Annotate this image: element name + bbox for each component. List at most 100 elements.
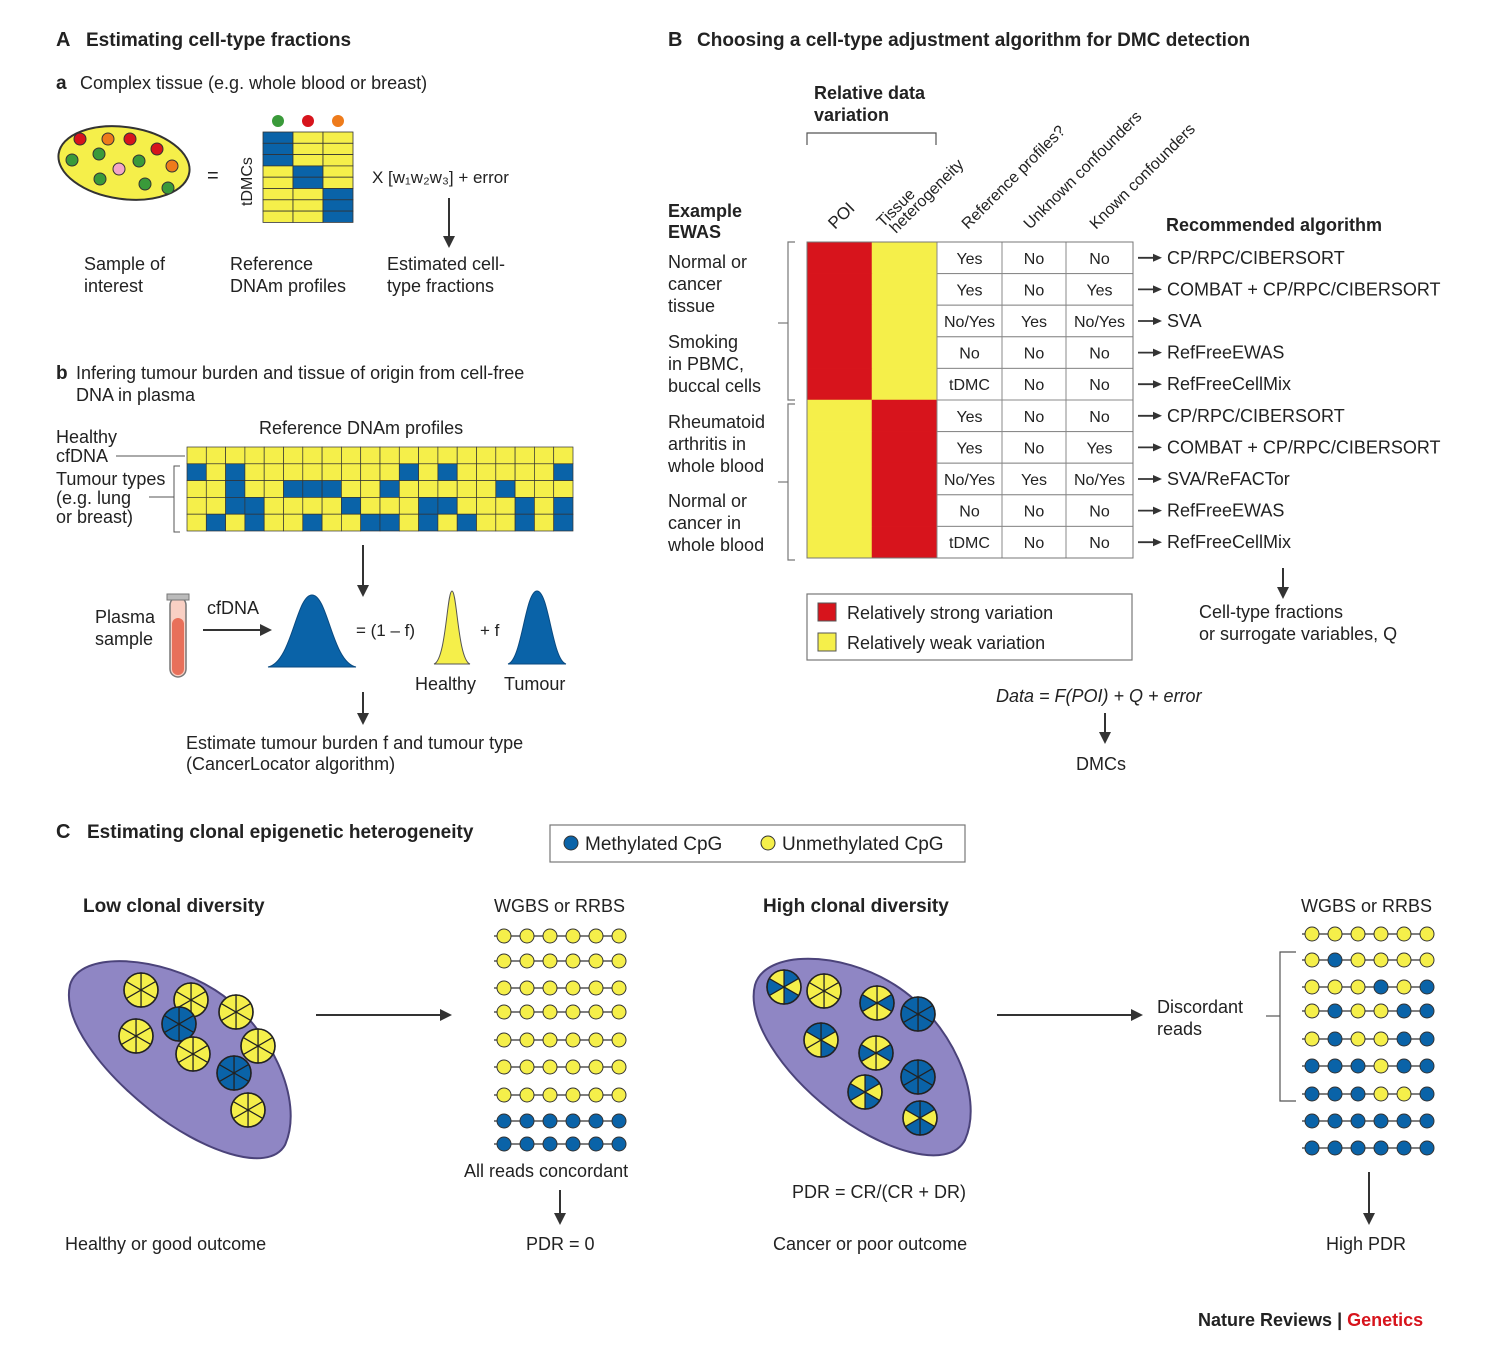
table-cell [936, 367, 1003, 401]
cell-outline [123, 972, 159, 1008]
arrow-right-icon [1131, 1009, 1143, 1021]
grid-cell [379, 513, 400, 532]
cancer-outcome-label: Cancer or poor outcome [773, 1234, 967, 1254]
mixture-distribution-curve [267, 594, 357, 668]
arrow-right-icon [1153, 538, 1162, 547]
recommended-algorithm: RefFreeEWAS [1167, 343, 1284, 363]
tissue-variation-cell [871, 304, 938, 338]
methylated-cpg [565, 1113, 581, 1129]
subpanel-a-title: Complex tissue (e.g. whole blood or brea… [80, 73, 427, 93]
methylated-cpg [1396, 1058, 1412, 1074]
tumour-types-label-1: Tumour types [56, 469, 165, 489]
unmethylated-cpg [519, 1087, 535, 1103]
cell-outline [218, 994, 254, 1030]
sequencing-read [494, 1087, 627, 1103]
table-cell [1001, 273, 1067, 306]
grid-cell [418, 480, 439, 498]
unmethylated-cpg [1304, 1031, 1320, 1047]
poi-variation-cell [806, 526, 873, 559]
panel-b: B Choosing a cell-type adjustment algori… [667, 29, 1441, 774]
methylated-cpg [1327, 952, 1343, 968]
clonal-cell [175, 1036, 211, 1072]
legend-weak-variation: Relatively weak variation [847, 633, 1045, 653]
recommended-algorithm: COMBAT + CP/RPC/CIBERSORT [1167, 279, 1441, 299]
discordant-reads-label-1: Discordant [1157, 997, 1243, 1017]
unmethylated-cpg [611, 1032, 627, 1048]
table-cell-value: No [1024, 535, 1045, 552]
grid-cell [341, 446, 362, 465]
legend-methylated: Methylated CpG [585, 834, 722, 855]
methylated-cpg [1373, 979, 1389, 995]
cell-outline [858, 1035, 894, 1071]
tissue-variation-cell [871, 494, 938, 527]
clonal-cell [161, 1006, 197, 1042]
unmethylated-cpg [1304, 926, 1320, 942]
poi-variation-cell [806, 368, 873, 401]
unmethylated-cpg [565, 1087, 581, 1103]
grid-cell [418, 513, 439, 532]
arrow-down-icon [1277, 587, 1289, 599]
grid-cell [205, 480, 226, 498]
cell-outline [902, 1100, 938, 1136]
unmethylated-cpg [496, 953, 512, 969]
table-cell [1001, 336, 1067, 369]
variation-legend: Relatively strong variation Relatively w… [806, 593, 1133, 661]
recommended-algorithm-header: Recommended algorithm [1166, 215, 1382, 235]
pdr-zero-label: PDR = 0 [526, 1234, 595, 1254]
poi-variation-cell [806, 336, 873, 369]
grid-cell [437, 463, 458, 481]
grid-cell [292, 199, 324, 212]
panel-c-letter: C [56, 821, 70, 843]
reads-low-diversity [494, 928, 627, 1152]
poi-variation-cell [806, 462, 873, 496]
tumour-curve-label: Tumour [504, 674, 565, 694]
arrow-right-icon [260, 624, 272, 636]
grid-cell [262, 199, 294, 212]
tissue-variation-cell [871, 241, 938, 274]
grid-cell [302, 446, 323, 465]
table-cell-value: No [1089, 251, 1110, 268]
recommended-algorithm: COMBAT + CP/RPC/CIBERSORT [1167, 437, 1441, 457]
table-cell-value: No/Yes [1074, 472, 1125, 489]
tissue-variation-cell [871, 273, 938, 306]
grid-cell [244, 463, 265, 481]
table-cell [1065, 336, 1134, 369]
subpanel-b-letter: b [56, 363, 68, 384]
methylated-cpg [1304, 1086, 1320, 1102]
unmethylated-cpg [588, 1032, 604, 1048]
dmcs-label: DMCs [1076, 754, 1126, 774]
celltype-fractions-label-1: Cell-type fractions [1199, 602, 1343, 622]
example-ewas-text: whole blood [667, 535, 764, 555]
unmethylated-cpg [611, 980, 627, 996]
clonal-cell [847, 1074, 883, 1110]
sequencing-read [494, 1136, 627, 1152]
table-cell-value: Yes [1086, 282, 1112, 299]
grid-cell [418, 497, 439, 515]
unmethylated-cpg [611, 928, 627, 944]
table-cell [936, 494, 1003, 527]
grid-cell [398, 463, 419, 481]
legend-strong-variation: Relatively strong variation [847, 603, 1053, 623]
grid-cell [534, 497, 555, 515]
unmethylated-cpg [611, 1004, 627, 1020]
grid-cell [292, 131, 324, 144]
arrow-right-icon [440, 1009, 452, 1021]
unmethylated-cpg [496, 980, 512, 996]
unmethylated-cpg [1304, 1003, 1320, 1019]
grid-cell [437, 446, 458, 465]
methylated-cpg [519, 1136, 535, 1152]
example-ewas-text: cancer in [668, 513, 741, 533]
reference-profiles-title: Reference DNAm profiles [259, 418, 463, 438]
grid-cell [534, 446, 555, 465]
table-cell-value: No [1089, 346, 1110, 363]
group-bracket [787, 241, 795, 401]
table-cell [1065, 304, 1134, 338]
table-cell-value: No [1024, 282, 1045, 299]
table-cell-value: No/Yes [944, 472, 995, 489]
grid-cell [418, 463, 439, 481]
sequencing-read [1302, 926, 1435, 942]
table-cell-value: No [1089, 409, 1110, 426]
arrow-right-icon [1153, 317, 1162, 325]
unmethylated-cpg [496, 928, 512, 944]
grid-cell [322, 210, 354, 223]
